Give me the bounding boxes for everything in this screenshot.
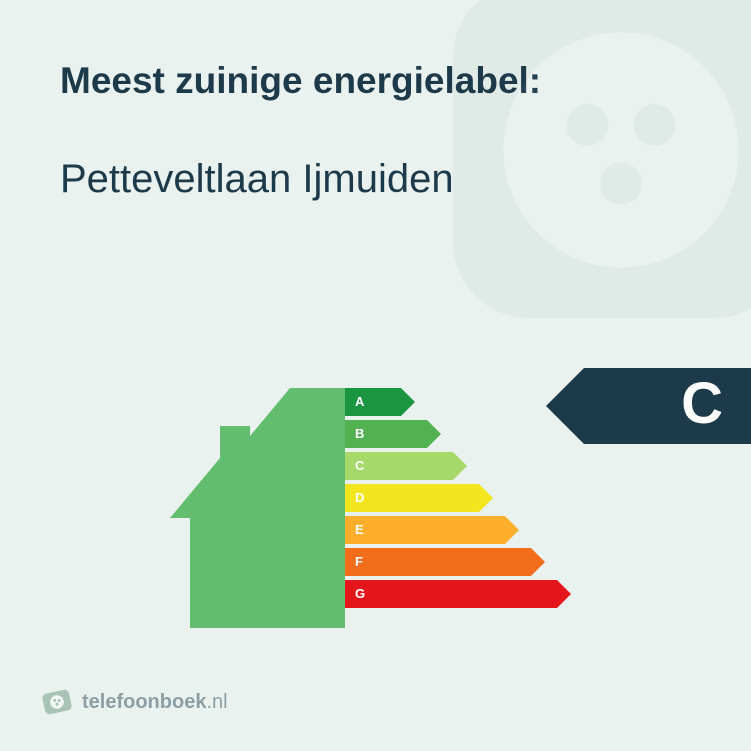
footer-brand: telefoonboek.nl: [82, 691, 228, 714]
energy-bar-label: B: [355, 420, 364, 448]
energy-bar-f: F: [345, 548, 571, 576]
energy-bar-shape: [345, 580, 571, 608]
footer-brand-tld: .nl: [206, 691, 227, 713]
energy-bars: ABCDEFG: [345, 388, 571, 612]
energy-bar-d: D: [345, 484, 571, 512]
energy-bar-label: E: [355, 516, 364, 544]
energy-bar-a: A: [345, 388, 571, 416]
house-icon: [170, 388, 345, 628]
energy-bar-label: A: [355, 388, 364, 416]
energy-bar-shape: [345, 516, 519, 544]
energy-label-card: Meest zuinige energielabel: Petteveltlaa…: [0, 0, 751, 751]
energy-bar-b: B: [345, 420, 571, 448]
energy-bar-label: C: [355, 452, 364, 480]
energy-bar-label: G: [355, 580, 365, 608]
energy-bar-shape: [345, 548, 545, 576]
footer: telefoonboek.nl: [42, 687, 228, 717]
title: Meest zuinige energielabel:: [60, 60, 691, 103]
energy-bar-c: C: [345, 452, 571, 480]
energy-bar-shape: [345, 484, 493, 512]
footer-brand-name: telefoonboek: [82, 691, 206, 713]
energy-bar-label: D: [355, 484, 364, 512]
energy-bar-e: E: [345, 516, 571, 544]
energy-bar-label: F: [355, 548, 363, 576]
footer-logo-icon: [42, 687, 72, 717]
rating-letter: C: [681, 375, 723, 433]
energy-bar-g: G: [345, 580, 571, 608]
subtitle: Petteveltlaan Ijmuiden: [60, 157, 691, 202]
